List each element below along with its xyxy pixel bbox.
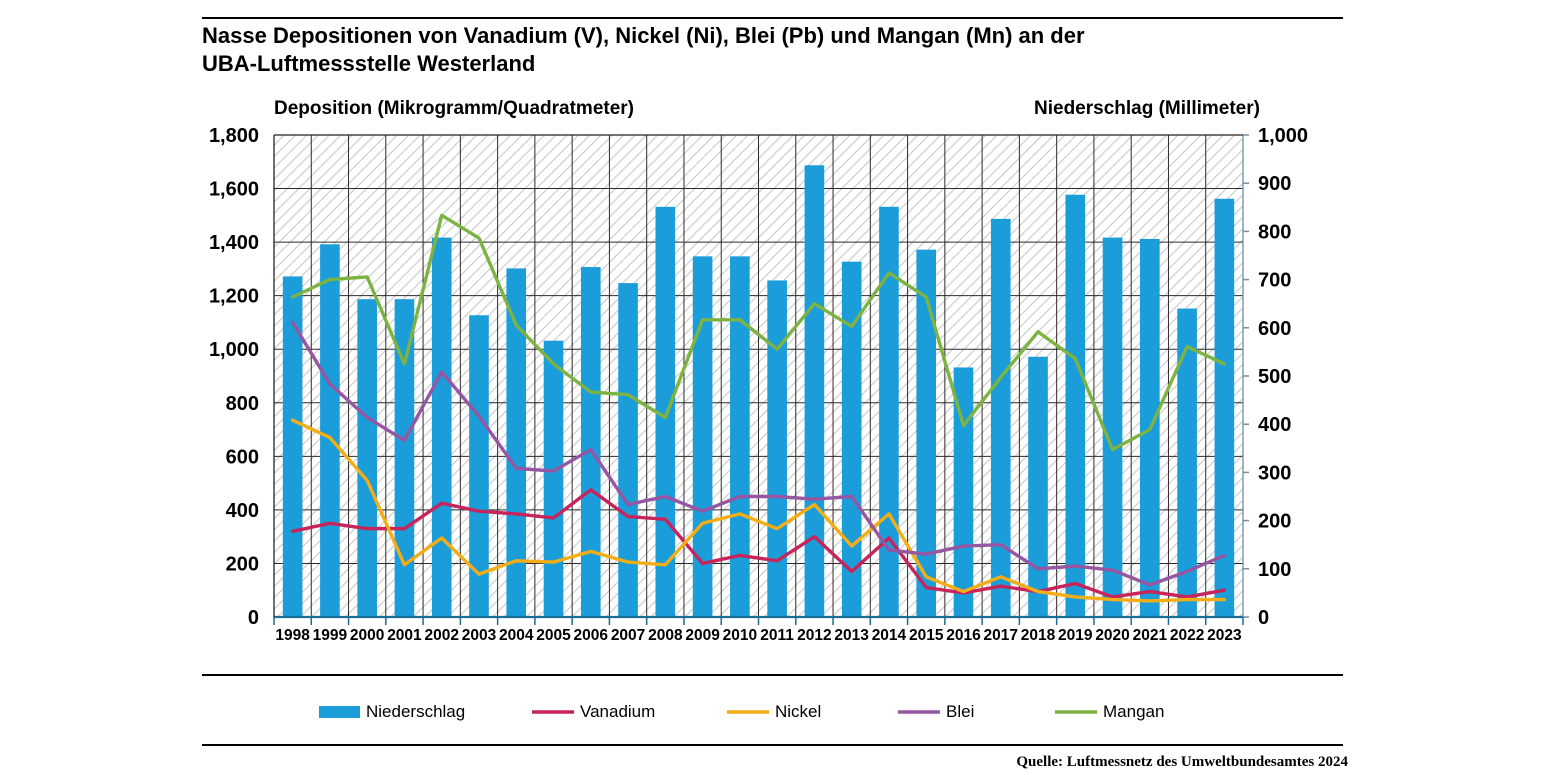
svg-text:200: 200	[226, 553, 259, 575]
svg-text:900: 900	[1258, 173, 1291, 195]
svg-text:2009: 2009	[685, 627, 720, 644]
svg-text:0: 0	[248, 607, 259, 629]
svg-text:0: 0	[1258, 607, 1269, 629]
svg-text:1,000: 1,000	[209, 339, 259, 361]
svg-text:2015: 2015	[909, 627, 944, 644]
svg-text:400: 400	[1258, 414, 1291, 436]
svg-text:400: 400	[226, 500, 259, 522]
svg-text:800: 800	[1258, 221, 1291, 243]
svg-text:1998: 1998	[275, 627, 310, 644]
svg-text:200: 200	[1258, 511, 1291, 533]
svg-text:2019: 2019	[1058, 627, 1093, 644]
svg-text:1,200: 1,200	[209, 286, 259, 308]
svg-text:2014: 2014	[872, 627, 907, 644]
svg-text:2006: 2006	[574, 627, 609, 644]
svg-text:800: 800	[226, 393, 259, 415]
svg-text:1,400: 1,400	[209, 232, 259, 254]
svg-text:2020: 2020	[1095, 627, 1129, 644]
svg-text:1,000: 1,000	[1258, 125, 1308, 147]
svg-text:300: 300	[1258, 462, 1291, 484]
svg-text:600: 600	[1258, 318, 1291, 340]
svg-text:2007: 2007	[611, 627, 645, 644]
svg-text:2012: 2012	[797, 627, 831, 644]
svg-text:1,600: 1,600	[209, 179, 259, 201]
svg-text:2011: 2011	[760, 627, 794, 644]
svg-text:600: 600	[226, 446, 259, 468]
svg-text:2005: 2005	[536, 627, 571, 644]
svg-text:1999: 1999	[313, 627, 348, 644]
svg-text:2004: 2004	[499, 627, 534, 644]
svg-text:2021: 2021	[1133, 627, 1168, 644]
svg-text:2010: 2010	[723, 627, 757, 644]
svg-text:2002: 2002	[424, 627, 458, 644]
svg-text:2023: 2023	[1207, 627, 1242, 644]
svg-text:2018: 2018	[1021, 627, 1056, 644]
svg-text:2022: 2022	[1170, 627, 1204, 644]
svg-text:2013: 2013	[834, 627, 869, 644]
svg-text:2003: 2003	[462, 627, 497, 644]
svg-text:2001: 2001	[387, 627, 422, 644]
svg-text:1,800: 1,800	[209, 125, 259, 147]
svg-text:2016: 2016	[946, 627, 981, 644]
svg-text:100: 100	[1258, 559, 1291, 581]
svg-text:700: 700	[1258, 270, 1291, 292]
svg-text:2000: 2000	[350, 627, 384, 644]
svg-text:2017: 2017	[984, 627, 1018, 644]
svg-text:500: 500	[1258, 366, 1291, 388]
svg-text:2008: 2008	[648, 627, 683, 644]
